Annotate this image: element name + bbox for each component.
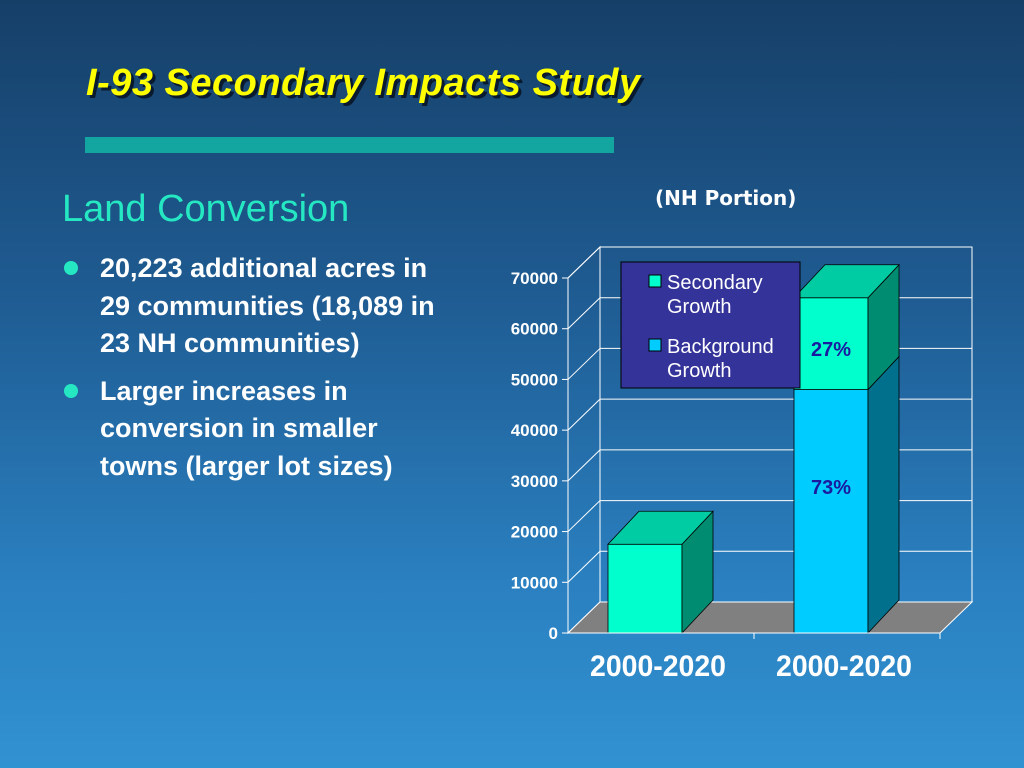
y-tick-label: 20000: [511, 523, 558, 542]
gridline: [567, 500, 601, 532]
legend-label: Secondary Growth: [667, 272, 763, 318]
y-tick-label: 40000: [511, 421, 558, 440]
y-tick-label: 0: [549, 624, 558, 643]
chart-legend: Secondary Growth Background Growth: [620, 261, 801, 389]
y-tick-label: 30000: [511, 472, 558, 491]
legend-swatch: [648, 274, 662, 288]
y-tick-label: 50000: [511, 370, 558, 389]
gridline: [567, 297, 601, 330]
bar-background-growth-side: [867, 355, 900, 635]
section-heading: Land Conversion: [62, 188, 350, 230]
chart-side-wall: [567, 245, 601, 635]
y-tick-label: 10000: [511, 573, 558, 592]
bar-secondary-growth-front: [607, 543, 683, 634]
legend-swatch: [648, 338, 662, 352]
legend-label: Background Growth: [667, 336, 774, 382]
y-tick-label: 70000: [511, 269, 558, 288]
title-underline-bar: [85, 137, 614, 153]
data-label: 27%: [811, 339, 851, 361]
bar-secondary-growth-top: [793, 264, 900, 299]
gridline: [567, 348, 601, 380]
bullet-dot-icon: [64, 261, 78, 275]
y-tick-label: 60000: [511, 320, 558, 339]
data-label: 73%: [811, 477, 851, 499]
gridline: [567, 246, 601, 279]
bullet-item: 20,223 additional acres in 29 communitie…: [62, 250, 462, 363]
chart-subtitle: (NH Portion): [655, 186, 797, 210]
bar-secondary-growth-top: [607, 510, 714, 545]
bullet-list: 20,223 additional acres in 29 communitie…: [62, 250, 462, 495]
x-category-label: 2000-2020: [776, 650, 912, 683]
bullet-text: Larger increases in conversion in smalle…: [100, 375, 393, 481]
bullet-item: Larger increases in conversion in smalle…: [62, 373, 462, 486]
gridline: [567, 398, 601, 431]
gridline: [567, 449, 601, 482]
x-category-label: 2000-2020: [590, 650, 726, 683]
slide-title: I-93 Secondary Impacts Study: [86, 62, 641, 104]
bar-background-growth-front: [793, 389, 869, 634]
bullet-text: 20,223 additional acres in 29 communitie…: [100, 253, 435, 358]
bar-secondary-growth-front: [793, 297, 869, 390]
gridline: [567, 550, 601, 583]
bullet-dot-icon: [64, 383, 78, 398]
